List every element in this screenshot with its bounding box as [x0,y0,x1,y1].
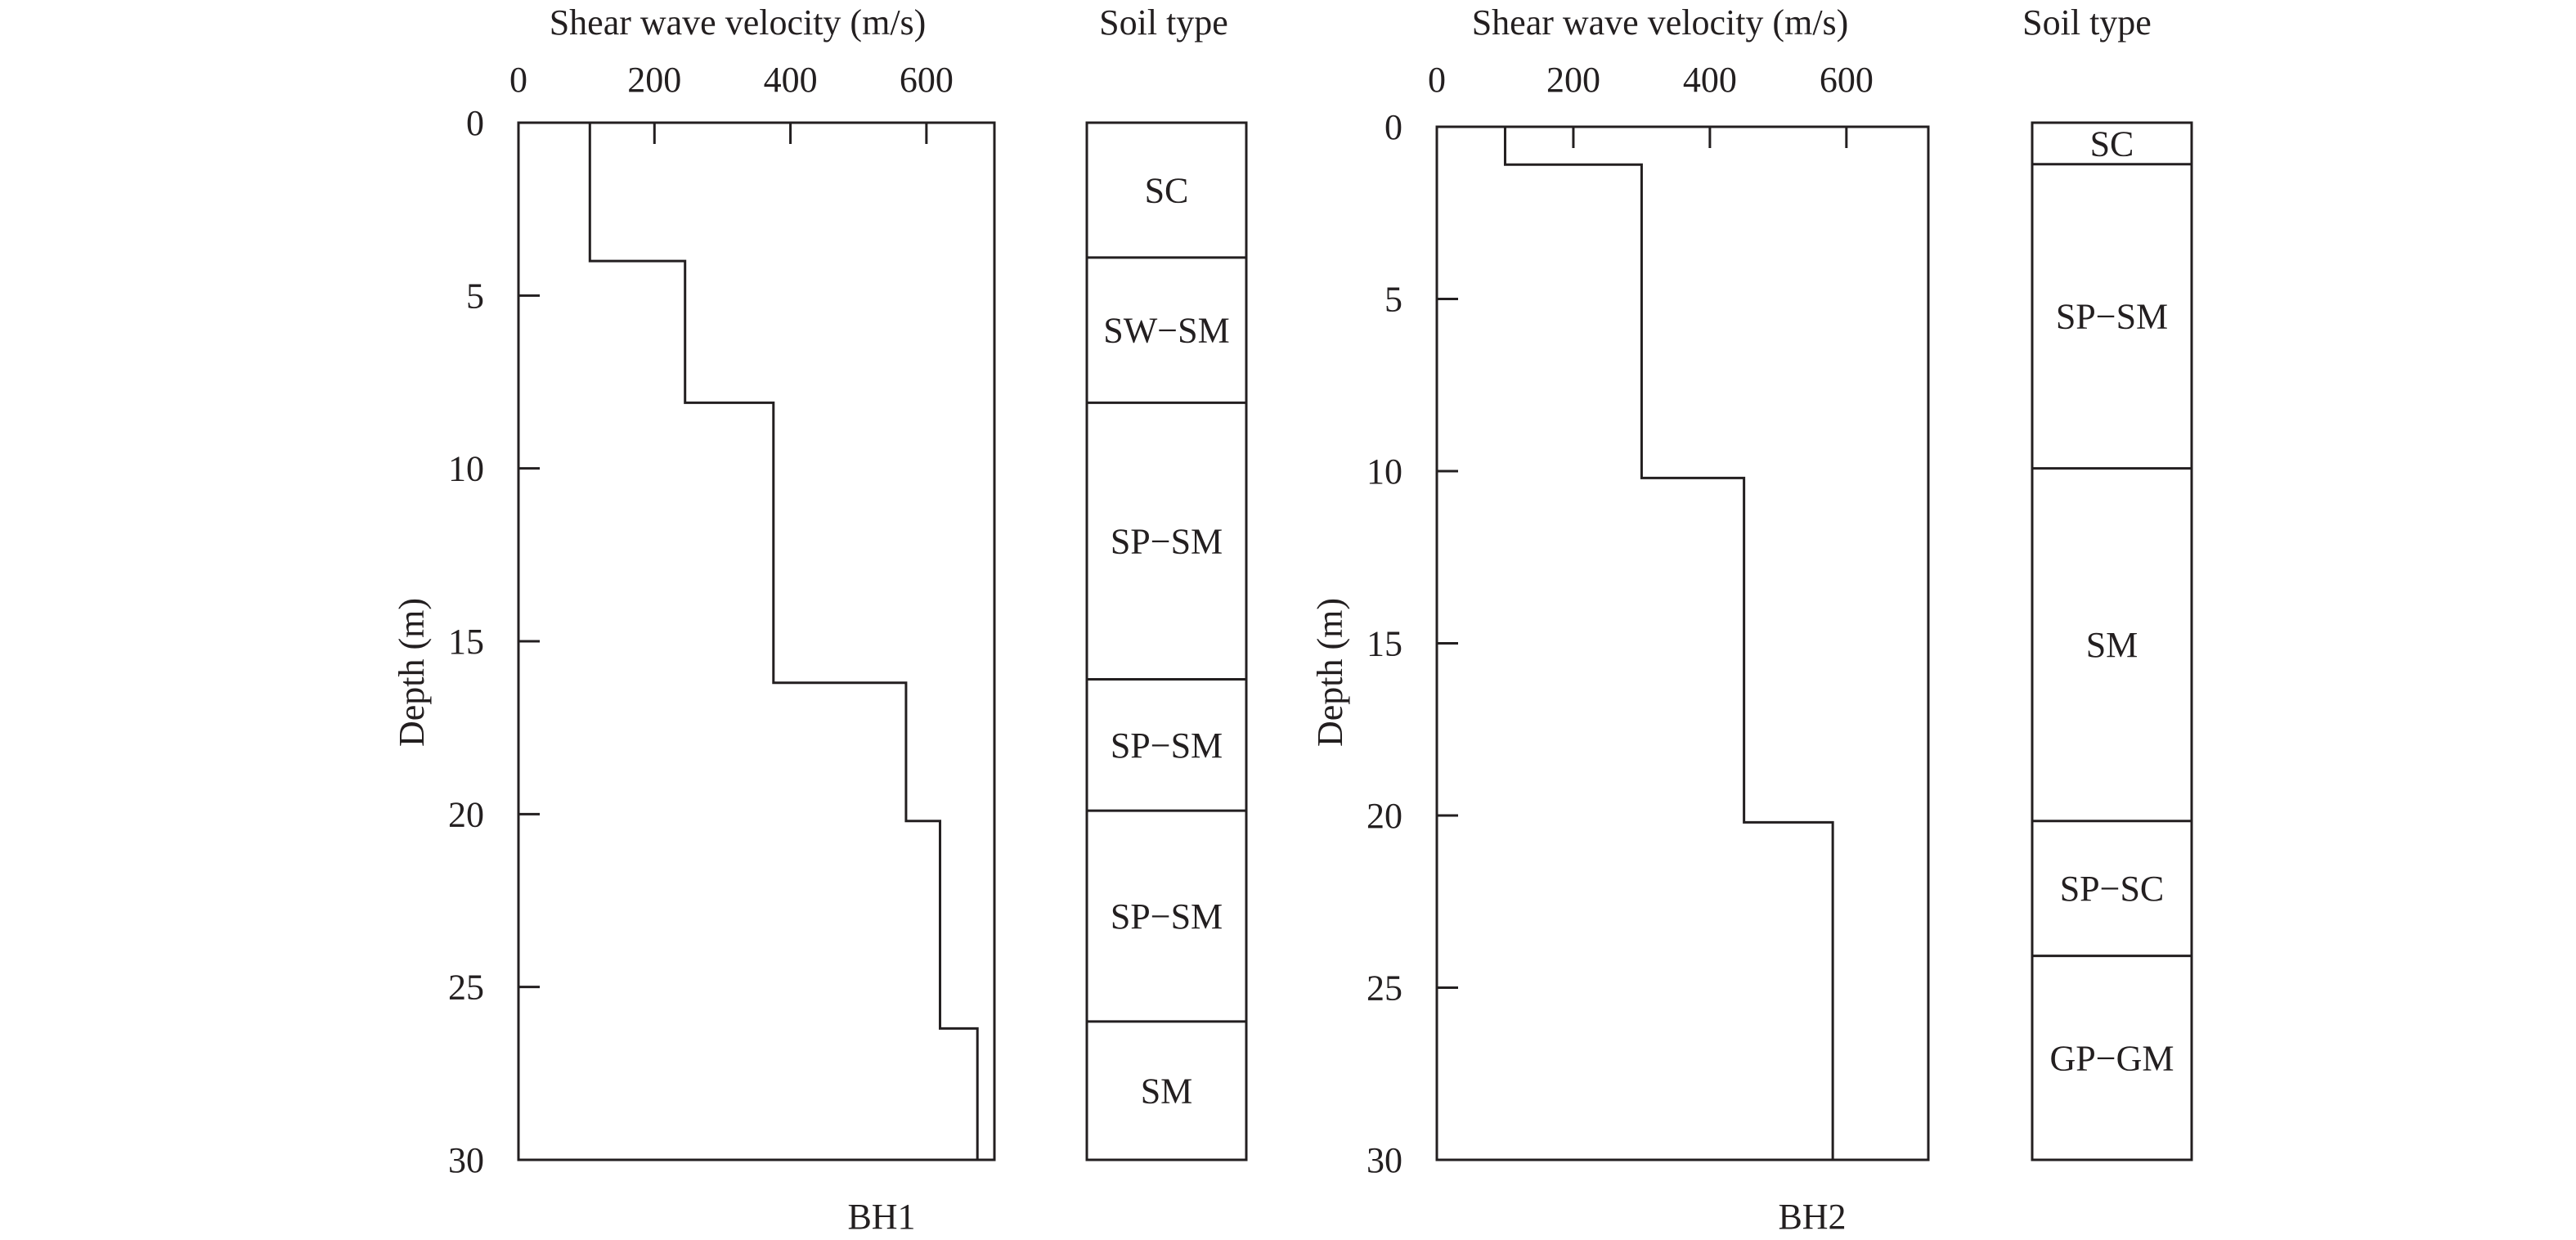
bh1-panel: Shear wave velocity (m/s) Soil type Dept… [392,2,1248,1237]
bh2-y-tick-label: 30 [1367,1140,1402,1180]
bh1-x-tick-label: 200 [627,60,681,100]
bh2-soil-layer-label: GP−GM [2050,1038,2174,1078]
bh1-x-tick-label: 600 [900,60,954,100]
bh2-soil-type-title: Soil type [2022,2,2152,43]
bh2-soil-layer-label: SM [2086,625,2138,665]
bh1-y-tick-label: 20 [448,794,484,834]
bh1-y-tick-label: 30 [448,1140,484,1180]
bh1-soil-layer-label: SP−SM [1111,726,1223,766]
bh2-y-tick-label: 10 [1367,452,1402,492]
bh1-soil-layer-label: SW−SM [1103,311,1229,351]
bh1-soil-layer-label: SP−SM [1111,521,1223,561]
bh2-x-tick-label: 0 [1428,60,1446,100]
bh1-ticks: 0 200 400 600 0 5 10 15 20 25 30 [448,60,954,1180]
bh1-x-tick-label: 400 [764,60,818,100]
bh1-y-tick-label: 15 [448,622,484,662]
bh2-soil-layer-label: SP−SC [2060,869,2165,909]
bh2-x-tick-label: 600 [1820,60,1874,100]
bh2-ticks: 0 200 400 600 0 5 10 15 20 25 30 [1367,60,1874,1180]
bh1-y-tick-label: 25 [448,968,484,1008]
bh2-x-tick-label: 200 [1546,60,1600,100]
bh1-panel-label: BH1 [847,1197,915,1237]
bh2-soil-layer-label: SC [2090,124,2134,164]
bh2-soil-column-frame [2031,121,2193,1161]
bh2-soil-layers: SC SP−SM SM SP−SC GP−GM [2032,124,2192,1078]
bh1-soil-layers: SC SW−SM SP−SM SP−SM SP−SM SM [1087,170,1246,1111]
bh1-y-axis-title: Depth (m) [392,598,432,747]
bh2-panel-label: BH2 [1778,1197,1846,1237]
bh2-soil-layer-label: SP−SM [2056,297,2168,337]
bh2-y-tick-label: 20 [1367,796,1402,836]
bh2-x-tick-label: 400 [1683,60,1737,100]
bh2-y-axis-title: Depth (m) [1310,598,1350,747]
bh1-soil-column-frame [1085,121,1248,1161]
bh1-soil-type-title: Soil type [1099,2,1228,43]
bh2-vs-profile-line [1503,127,1834,1160]
bh1-soil-layer-label: SM [1141,1071,1193,1111]
bh1-x-axis-title: Shear wave velocity (m/s) [550,2,927,43]
bh1-vs-profile-line [588,123,979,1160]
bh2-y-tick-label: 5 [1384,280,1402,320]
bh2-y-tick-label: 15 [1367,624,1402,664]
bh2-x-axis-title: Shear wave velocity (m/s) [1472,2,1849,43]
bh1-y-tick-label: 10 [448,449,484,489]
bh1-y-tick-label: 5 [466,276,484,316]
bh1-soil-layer-label: SP−SM [1111,896,1223,937]
bh2-plot-frame [1435,125,1930,1161]
bh1-y-tick-label: 0 [466,103,484,143]
bh1-plot-frame [517,121,996,1161]
bh1-soil-layer-label: SC [1145,170,1189,210]
bh1-x-tick-label: 0 [509,60,527,100]
bh2-panel: Shear wave velocity (m/s) Soil type Dept… [1310,2,2193,1237]
bh2-y-tick-label: 0 [1384,107,1402,147]
bh2-y-tick-label: 25 [1367,968,1402,1009]
